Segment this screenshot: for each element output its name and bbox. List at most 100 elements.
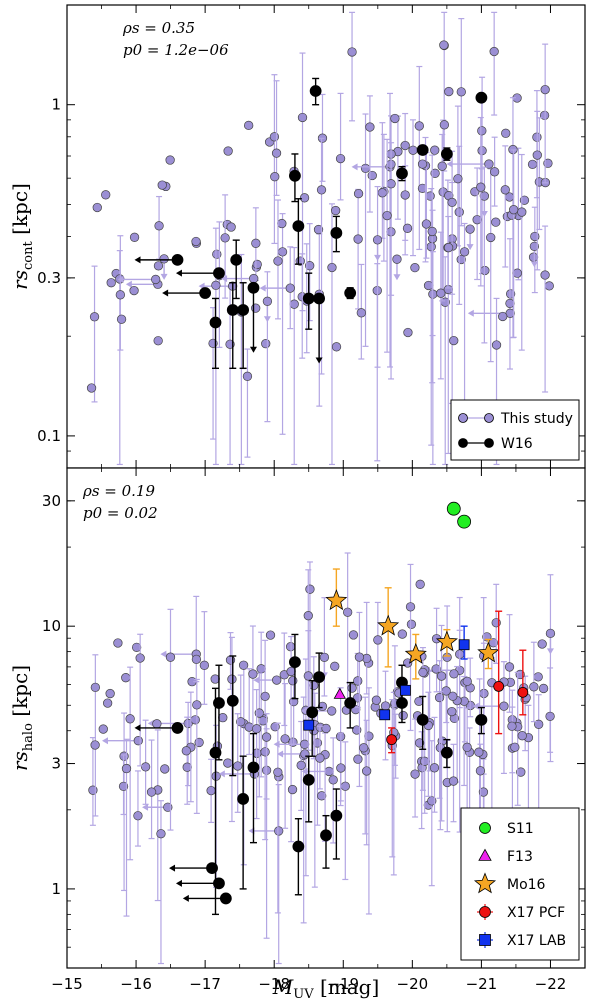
this-study-point [390,113,400,124]
plot-frame [66,467,586,969]
this-study-point [491,217,501,227]
data-point [292,840,305,853]
this-study-point [140,762,151,772]
this-study-point [439,120,450,130]
this-study-point [456,87,466,97]
plot-area [67,5,585,468]
this-study-point [335,153,346,164]
this-study-point [287,784,298,795]
data-point [440,746,453,759]
this-study-point [296,760,306,770]
this-study-limit-arrow-head [530,261,538,268]
y-axis-title: rscont [kpc] [8,183,36,290]
data-point [330,809,343,822]
this-study-point [121,673,131,683]
this-study-point [434,692,445,703]
legend-marker [479,934,491,946]
data-point [206,862,218,875]
x-tick-label: −17 [189,975,221,993]
this-study-point [423,280,434,291]
this-study-point [436,288,446,298]
panel-top: 0.1 0.3 1 rscont [kpc] ρs = 0.35 p0 = 1.2e−06… [8,4,586,469]
this-study-point [121,763,132,774]
data-point [289,656,301,668]
series-x17-lab [303,625,470,731]
this-study-point [516,767,526,777]
this-study-point [372,235,383,245]
this-study-point [340,781,350,791]
x-axis-title: MUV [mag] [272,975,380,1000]
this-study-point [405,602,416,612]
this-study-point [154,221,164,231]
this-study-point [429,763,440,773]
this-study-point [505,298,515,309]
this-study-point [218,713,228,723]
this-study-point [430,168,440,178]
this-study-limit-arrow-head [101,737,108,745]
data-point [330,227,343,239]
this-study-point [420,756,430,766]
this-study-point [448,776,459,786]
this-study-point [146,787,157,797]
this-study-limit-arrow-head [277,750,284,758]
this-study-point [181,746,191,756]
this-study-point [248,669,258,679]
data-point [226,304,239,316]
this-study-point [475,766,486,776]
this-study-point [160,764,170,774]
legend-marker [458,438,468,448]
this-study-point [288,676,298,686]
this-study-point [227,674,237,684]
this-study-point [414,696,424,707]
data-point [237,793,250,805]
legend-label: F13 [507,849,533,865]
this-study-point [356,308,366,318]
data-point [458,639,470,651]
this-study-limit-arrow-head [142,803,149,811]
this-study-point [89,312,100,322]
this-study-point [406,619,417,629]
this-study-point [165,155,175,165]
data-point [313,671,325,684]
this-study-point [131,642,142,653]
this-study-point [324,766,334,777]
this-study-point [129,285,139,296]
this-study-point [392,254,402,264]
this-study-point [462,742,472,752]
this-study-point [191,654,202,665]
series-w16 [134,633,488,916]
data-point [302,292,315,305]
y-tick-label: 30 [42,492,61,510]
this-study-point [415,579,425,589]
this-study-limit-arrow-head [253,676,260,684]
data-point [440,148,453,160]
this-study-point [220,233,230,243]
data-point [289,169,301,182]
this-study-point [133,811,143,821]
this-study-point [533,672,543,682]
this-study-limit-arrow-head [480,211,488,218]
data-point [320,829,332,842]
this-study-point [545,711,555,721]
upper-limit-arrow-head [175,879,182,887]
data-point [247,281,260,294]
data-point [247,761,260,774]
series-mo16 [325,568,500,680]
this-study-point [194,737,204,748]
this-study-point [377,188,388,198]
this-study-point [90,682,101,693]
y-tick-label: 3 [51,755,61,773]
this-study-point [125,714,135,724]
this-study-point [102,698,113,708]
this-study-point [472,215,482,225]
this-study-limit-arrow-head [263,316,271,323]
this-study-point [236,717,246,727]
data-point [302,773,315,786]
data-point [386,734,398,746]
data-point [493,680,505,692]
this-study-point [319,652,330,662]
this-study-limit-arrow-head [259,284,266,292]
data-point [344,697,357,709]
this-study-point [300,749,310,759]
this-study-point [403,327,413,338]
